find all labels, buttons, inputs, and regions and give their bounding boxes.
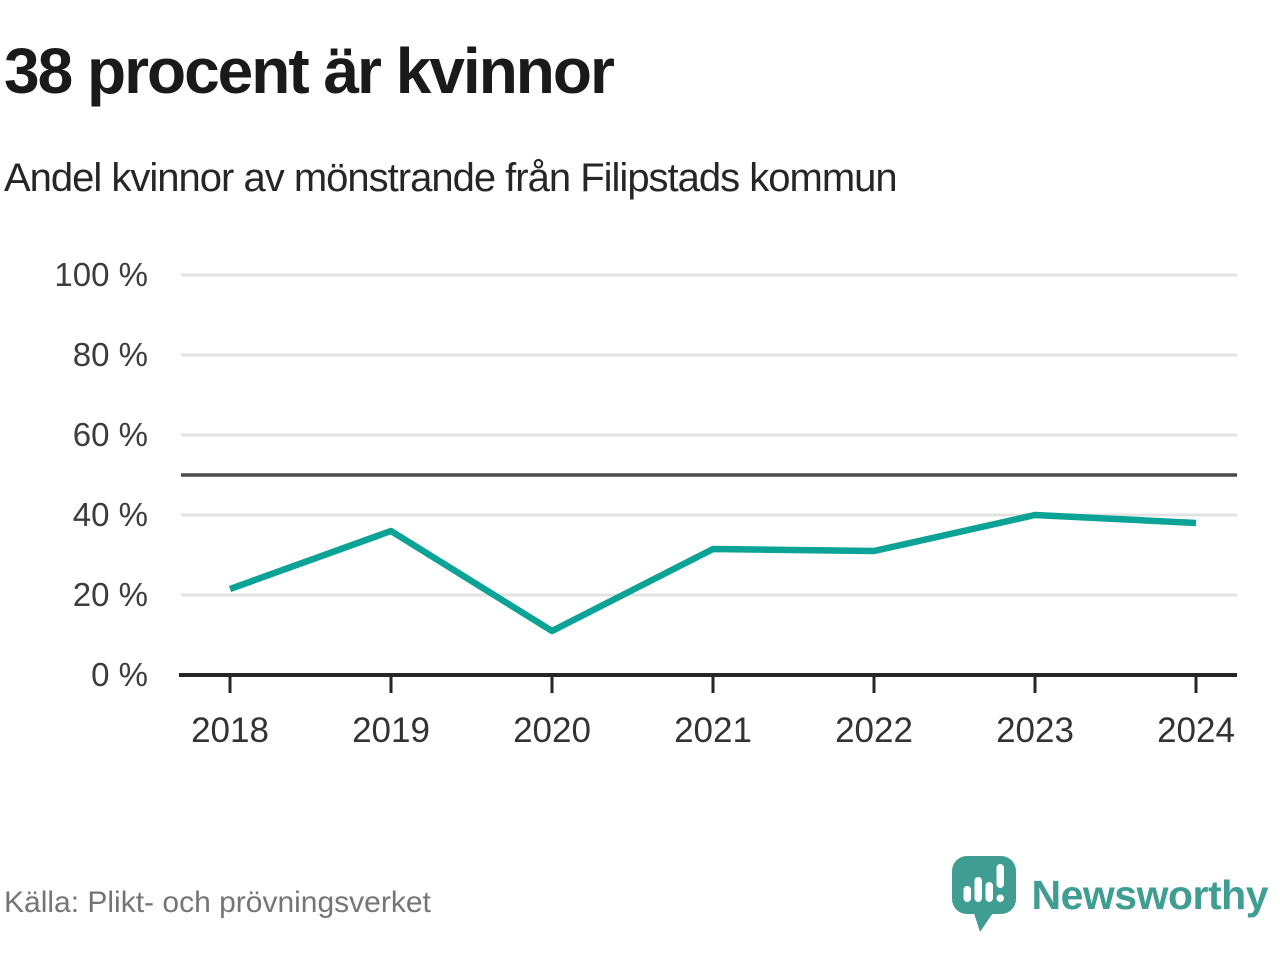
y-axis-label: 40 % [73, 496, 148, 533]
x-axis-label: 2024 [1157, 711, 1235, 750]
source-note: Källa: Plikt- och prövningsverket [4, 886, 431, 919]
brand-logo: Newsworthy [951, 856, 1269, 934]
x-axis-label: 2022 [835, 711, 913, 750]
y-axis-label: 80 % [73, 336, 148, 373]
y-axis-label: 100 % [54, 256, 148, 293]
chart-title: 38 procent är kvinnor [4, 35, 615, 107]
bar-icon-2 [974, 877, 982, 902]
speech-bubble-tail [972, 910, 995, 932]
x-axis-label: 2018 [191, 711, 269, 750]
newsworthy-bubble-icon [951, 856, 1016, 932]
brand-wordmark: Newsworthy [1031, 871, 1269, 918]
bar-icon-1 [963, 886, 971, 902]
exclamation-dot-icon [996, 894, 1004, 902]
y-axis-label: 60 % [73, 416, 148, 453]
x-axis-label: 2021 [674, 711, 752, 750]
bar-icon-3 [985, 882, 993, 902]
data-line [228, 511, 1197, 635]
exclamation-bar-icon [996, 864, 1004, 888]
x-axis-label: 2020 [513, 711, 591, 750]
x-axis-label: 2023 [996, 711, 1074, 750]
speech-bubble [951, 856, 1016, 914]
x-axis-label: 2019 [352, 711, 430, 750]
y-axis-label: 20 % [73, 576, 148, 613]
y-axis-label: 0 % [91, 656, 148, 693]
chart-subtitle: Andel kvinnor av mönstrande från Filipst… [4, 156, 898, 200]
